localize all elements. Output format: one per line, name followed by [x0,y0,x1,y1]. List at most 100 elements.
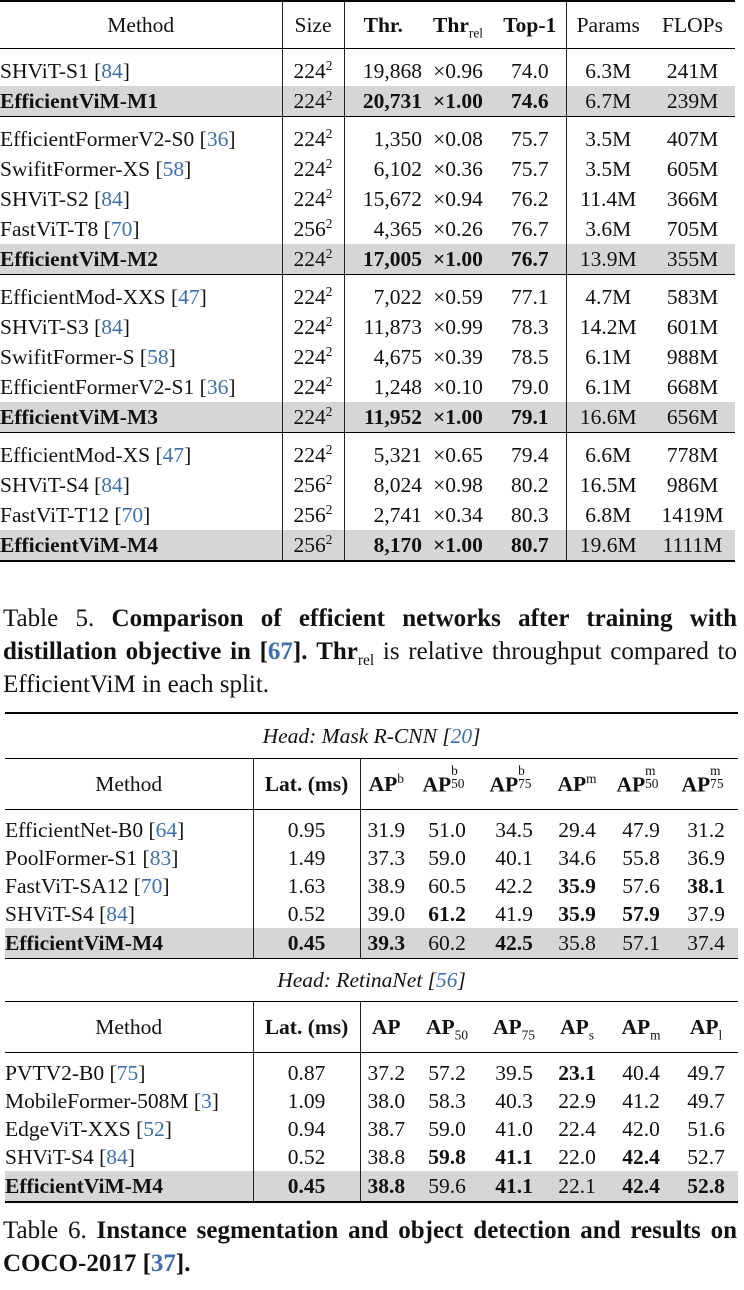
method-cell: EfficientViM-M4 [5,1171,254,1202]
relative-cell: ×1.00 [422,530,494,561]
relative-cell: ×1.00 [422,86,494,117]
relative-cell: ×0.34 [433,502,483,527]
table-header-row: Method Lat. (ms) AP AP50 AP75 APs APm AP… [5,1001,739,1053]
relative-cell: ×0.98 [433,472,483,497]
header-ap75-box: AP b 75 [482,758,546,810]
size-cell: 2242 [282,342,345,372]
table-row: EfficientMod-XS [47] 2242 5,321 ×0.65 79… [0,432,735,470]
value-cell: 52.8 [674,1171,739,1202]
value-cell: 35.9 [558,873,596,898]
value-cell: 38.9 [367,873,406,898]
relative-cell: ×0.10 [433,374,483,399]
relative-cell: ×0.96 [433,58,483,83]
header-ap-box: APb [360,758,412,810]
flops-cell: 605M [666,156,719,181]
value-cell: 51.0 [428,817,466,842]
value-cell: 41.1 [495,1144,533,1169]
top1-cell: 79.4 [494,432,567,470]
value-cell: 37.3 [367,845,406,870]
header-throughput-relative: Thrrel [422,1,494,49]
top1-cell: 74.6 [494,86,567,117]
flops-cell: 1419M [661,502,724,527]
relative-cell: ×0.26 [433,216,483,241]
size-cell: 2562 [282,214,345,244]
throughput-cell: 8,024 [373,472,422,497]
caption-bold: Instance segmentation and object detecti… [3,1217,737,1277]
throughput-cell: 11,873 [363,314,422,339]
throughput-cell: 5,321 [373,442,422,467]
value-cell: 39.0 [367,901,406,926]
header-latency: Lat. (ms) [253,758,361,810]
header-method: Method [5,758,254,810]
method-cell: EfficientViM-M2 [0,244,283,275]
value-cell: 23.1 [558,1060,596,1085]
params-cell: 13.9M [566,244,650,275]
header-throughput: Thr. [344,1,422,49]
throughput-cell: 1,248 [373,374,422,399]
size-cell: 2242 [282,402,345,433]
table-row: MobileFormer-508M [3] 1.09 38.0 58.3 40.… [5,1087,738,1115]
size-cell: 2242 [282,274,345,312]
method-cell: EdgeViT-XXS [52] [5,1115,254,1143]
value-cell: 59.6 [412,1171,482,1202]
method-cell: SwifitFormer-XS [58] [0,154,283,184]
value-cell: 52.7 [687,1144,725,1169]
method-cell: EfficientFormerV2-S1 [36] [0,372,283,402]
params-cell: 3.5M [585,156,632,181]
value-cell: 36.9 [687,845,725,870]
size-cell: 2242 [282,244,345,275]
value-cell: 37.9 [687,901,725,926]
flops-cell: 668M [666,374,719,399]
value-cell: 57.6 [622,873,660,898]
table-row: SwifitFormer-S [58] 2242 4,675 ×0.39 78.… [0,342,735,372]
throughput-cell: 4,675 [373,344,422,369]
value-cell: 57.2 [428,1060,466,1085]
flops-cell: 241M [666,58,719,83]
params-cell: 6.3M [585,58,632,83]
table-row: EfficientNet-B0 [64] 0.95 31.9 51.0 34.5… [5,809,738,844]
flops-cell: 705M [666,216,719,241]
header-method: Method [5,1001,254,1053]
table-row: SHViT-S4 [84] 0.52 38.8 59.8 41.1 22.0 4… [5,1143,738,1171]
params-cell: 6.6M [585,442,632,467]
throughput-cell: 4,365 [373,216,422,241]
latency-cell: 0.45 [253,928,361,959]
flops-cell: 583M [666,284,719,309]
highlight-row: EfficientViM-M4 2562 8,170 ×1.00 80.7 19… [0,530,735,561]
header-ap-medium: APm [608,1001,674,1053]
throughput-cell: 19,868 [362,58,422,83]
params-cell: 3.5M [585,126,632,151]
method-cell: PoolFormer-S1 [83] [5,844,254,872]
value-cell: 60.2 [412,928,482,959]
value-cell: 57.9 [622,901,660,926]
header-ap-mask: APm [546,758,608,810]
value-cell: 38.7 [367,1116,406,1141]
relative-cell: ×0.59 [433,284,483,309]
table-row: PVTV2-B0 [75] 0.87 37.2 57.2 39.5 23.1 4… [5,1052,738,1087]
value-cell: 58.3 [428,1088,466,1113]
value-cell: 60.5 [428,873,466,898]
value-cell: 38.1 [687,873,725,898]
detection-table: Head: Mask R-CNN [20] Method Lat. (ms) A… [5,712,739,1203]
value-cell: 22.9 [558,1088,596,1113]
value-cell: 41.9 [495,901,533,926]
value-cell: 34.6 [558,845,596,870]
throughput-cell: 11,952 [344,402,422,433]
method-cell: EfficientFormerV2-S0 [36] [0,116,283,154]
highlight-row: EfficientViM-M4 0.45 38.8 59.6 41.1 22.1… [5,1171,739,1202]
size-cell: 2242 [282,48,345,86]
throughput-cell: 8,170 [344,530,422,561]
mask-rcnn-title: Head: Mask R-CNN [20] [5,713,739,759]
table-header-row: Method Size Thr. Thrrel Top-1 Params FLO… [0,1,735,49]
relative-cell: ×1.00 [422,402,494,433]
mask-rcnn-title-row: Head: Mask R-CNN [20] [5,713,739,759]
value-cell: 37.2 [367,1060,406,1085]
relative-cell: ×1.00 [422,244,494,275]
value-cell: 49.7 [687,1088,725,1113]
highlight-row: EfficientViM-M3 2242 11,952 ×1.00 79.1 1… [0,402,735,433]
header-ap-small: APs [546,1001,608,1053]
method-cell: EfficientViM-M1 [0,86,283,117]
method-cell: PVTV2-B0 [75] [5,1052,254,1087]
highlight-row: EfficientViM-M1 2242 20,731 ×1.00 74.6 6… [0,86,735,117]
caption-bold: Comparison of efficient networks after t… [3,605,737,665]
